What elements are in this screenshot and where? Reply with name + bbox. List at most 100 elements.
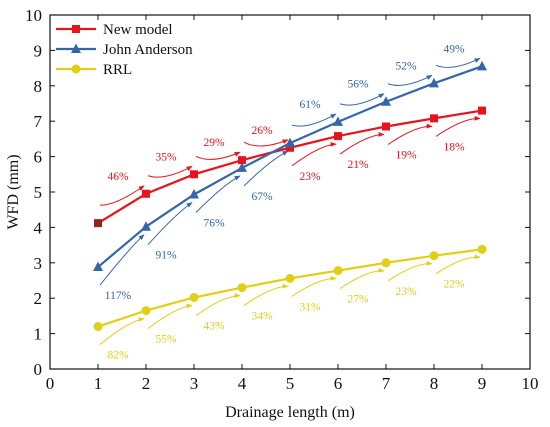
annotation-label-john-anderson: 52% xyxy=(395,60,417,72)
annotation-arrow-new-model xyxy=(147,165,193,178)
annotation-arrow-new-model xyxy=(291,141,337,167)
annotation-label-rrl: 23% xyxy=(395,286,417,298)
legend-swatch-marker xyxy=(71,64,81,74)
data-point xyxy=(142,189,150,198)
data-point xyxy=(381,258,391,268)
data-point xyxy=(333,266,343,276)
y-tick-label: 1 xyxy=(34,325,43,344)
data-point xyxy=(285,137,295,148)
data-point xyxy=(93,261,103,272)
legend: New model John Anderson RRL xyxy=(56,22,193,78)
annotation-arrow-john-anderson xyxy=(291,113,337,127)
y-tick-label: 4 xyxy=(34,218,43,237)
annotation-label-new-model: 46% xyxy=(107,171,129,183)
x-axis-label: Drainage length (m) xyxy=(225,404,355,421)
legend-entry: John Anderson xyxy=(56,42,193,58)
data-point xyxy=(333,116,343,126)
data-point xyxy=(189,292,199,302)
data-point xyxy=(381,96,391,106)
data-point xyxy=(141,306,151,316)
legend-label: John Anderson xyxy=(103,42,193,58)
x-tick-label: 10 xyxy=(522,374,539,393)
series-line-new-model xyxy=(97,109,483,225)
annotation-arrow-new-model xyxy=(339,132,385,155)
annotation-arrow-new-model xyxy=(195,151,241,160)
y-tick-label: 5 xyxy=(34,183,43,202)
annotation-label-new-model: 19% xyxy=(395,150,417,162)
annotation-arrow-john-anderson xyxy=(147,202,193,246)
annotation-arrow-john-anderson xyxy=(99,234,145,286)
annotation-label-john-anderson: 49% xyxy=(443,43,465,55)
annotation-label-new-model: 26% xyxy=(251,125,273,137)
annotation-label-john-anderson: 91% xyxy=(155,250,177,262)
annotation-label-new-model: 35% xyxy=(155,151,177,163)
legend-label: New model xyxy=(103,22,173,38)
annotation-label-rrl: 31% xyxy=(299,301,321,313)
x-tick-label: 2 xyxy=(142,374,151,393)
annotation-arrow-new-model xyxy=(243,139,289,147)
annotation-label-rrl: 34% xyxy=(251,311,273,323)
data-point xyxy=(285,273,295,283)
data-point xyxy=(237,162,247,172)
y-tick-label: 6 xyxy=(34,148,43,167)
annotation-label-rrl: 82% xyxy=(107,350,129,362)
series-new-model xyxy=(94,106,486,228)
annotation-label-new-model: 23% xyxy=(299,171,321,183)
annotation-label-rrl: 27% xyxy=(347,294,369,306)
annotation-label-john-anderson: 117% xyxy=(105,290,132,302)
annotation-label-rrl: 55% xyxy=(155,334,177,346)
y-tick-label: 3 xyxy=(34,254,43,273)
y-tick-label: 9 xyxy=(34,41,43,60)
annotation-label-john-anderson: 61% xyxy=(299,99,321,111)
data-point xyxy=(477,244,487,254)
data-point xyxy=(190,170,198,179)
data-point xyxy=(94,219,102,228)
annotation-arrow-john-anderson xyxy=(195,175,241,213)
data-point xyxy=(334,132,342,141)
data-point xyxy=(238,156,246,165)
series-rrl xyxy=(93,244,487,332)
data-point xyxy=(286,143,294,152)
x-tick-label: 3 xyxy=(190,374,199,393)
annotation-arrow-john-anderson xyxy=(435,57,481,68)
annotation-arrow-rrl xyxy=(195,293,241,316)
annotation-label-new-model: 29% xyxy=(203,137,225,149)
annotation-arrow-john-anderson xyxy=(387,74,433,86)
annotation-label-john-anderson: 76% xyxy=(203,217,225,229)
data-point xyxy=(189,188,199,199)
x-tick-label: 1 xyxy=(94,374,103,393)
y-tick-label: 0 xyxy=(34,360,43,379)
annotation-arrow-john-anderson xyxy=(339,93,385,106)
annotation-label-john-anderson: 56% xyxy=(347,79,369,91)
annotation-label-john-anderson: 67% xyxy=(251,191,273,203)
x-tick-label: 9 xyxy=(478,374,487,393)
annotation-arrow-new-model xyxy=(99,185,145,206)
series-john-anderson xyxy=(93,60,487,272)
data-point xyxy=(382,122,390,131)
annotation-arrow-new-model xyxy=(387,123,433,145)
annotation-arrow-new-model xyxy=(435,115,481,137)
legend-swatch-marker xyxy=(72,25,80,33)
annotation-arrow-rrl xyxy=(339,268,385,290)
series-layer xyxy=(93,60,487,332)
x-tick-label: 8 xyxy=(430,374,439,393)
legend-label: RRL xyxy=(103,62,132,78)
data-point xyxy=(429,77,439,88)
legend-entry: New model xyxy=(56,22,173,38)
legend-entry: RRL xyxy=(56,62,132,78)
data-point xyxy=(477,60,487,71)
annotation-arrow-rrl xyxy=(147,303,193,329)
data-point xyxy=(237,283,247,293)
annotation-label-new-model: 21% xyxy=(347,159,369,171)
annotation-label-rrl: 43% xyxy=(203,320,225,332)
x-tick-label: 0 xyxy=(46,374,55,393)
annotation-layer: 46% 35% 29% 26% 23% 21% 19% 18% 117% 91% 76% 67% 61%… xyxy=(99,43,481,362)
legend-swatch-marker xyxy=(71,43,81,53)
annotation-arrow-rrl xyxy=(435,254,481,275)
annotation-arrow-rrl xyxy=(243,283,289,306)
annotation-label-new-model: 18% xyxy=(443,141,465,153)
y-tick-label: 2 xyxy=(34,289,43,308)
annotation-label-rrl: 22% xyxy=(443,279,465,291)
y-tick-label: 7 xyxy=(34,112,43,131)
